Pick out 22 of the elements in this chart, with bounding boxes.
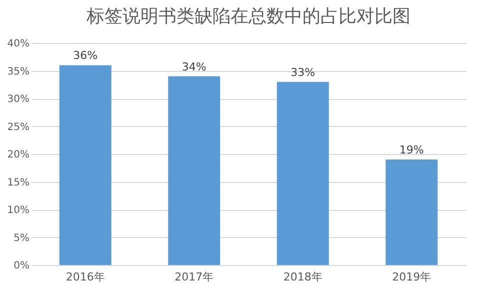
bar	[386, 160, 438, 265]
data-label: 36%	[73, 49, 98, 62]
y-tick-label: 15%	[7, 177, 30, 188]
y-tick-label: 10%	[7, 205, 30, 216]
y-tick-label: 35%	[7, 66, 30, 78]
x-tick-label: 2017年	[174, 270, 214, 284]
y-tick-label: 25%	[7, 122, 30, 133]
data-label: 19%	[399, 144, 424, 157]
y-tick-label: 20%	[7, 150, 30, 160]
x-tick-label: 2019年	[392, 270, 432, 284]
y-tick-label: 40%	[7, 38, 30, 50]
chart-title: 标签说明书类缺陷在总数中的占比对比图	[86, 6, 410, 27]
bar	[168, 76, 220, 265]
data-label: 33%	[290, 66, 316, 79]
y-tick-label: 30%	[7, 94, 30, 105]
data-label: 34%	[182, 60, 206, 74]
x-tick-label: 2016年	[66, 270, 105, 284]
bar	[59, 65, 112, 265]
x-tick-label: 2018年	[283, 270, 322, 284]
y-tick-label: 0%	[14, 260, 30, 272]
bar	[276, 82, 329, 265]
y-tick-label: 5%	[14, 232, 30, 244]
